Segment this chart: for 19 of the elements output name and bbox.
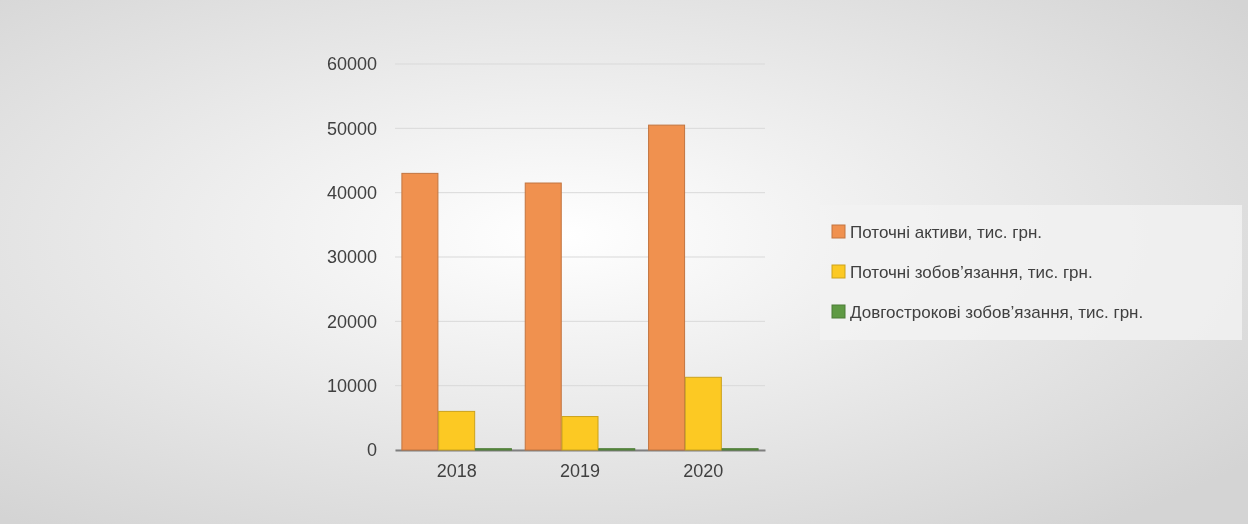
y-tick-label: 60000 [326, 54, 377, 75]
bar [438, 410, 476, 451]
bar [648, 124, 686, 451]
y-tick-label: 0 [366, 440, 377, 461]
x-tick-label: 2019 [559, 460, 601, 481]
y-tick-label: 50000 [326, 118, 377, 139]
bar [524, 182, 562, 451]
y-tick-label: 30000 [326, 247, 377, 268]
legend-label: Поточні зобов’язання, тис. грн. [850, 263, 1093, 282]
bar [401, 172, 439, 451]
bar [561, 416, 599, 451]
x-tick-label: 2018 [436, 460, 477, 481]
legend-label: Поточні активи, тис. грн. [850, 223, 1043, 242]
y-tick-label: 20000 [326, 311, 377, 332]
legend-label: Довгострокові зобов’язання, тис. грн. [850, 303, 1144, 322]
bar [684, 376, 722, 451]
y-tick-label: 40000 [326, 182, 377, 203]
x-tick-label: 2020 [683, 460, 724, 481]
y-tick-label: 10000 [326, 375, 377, 396]
